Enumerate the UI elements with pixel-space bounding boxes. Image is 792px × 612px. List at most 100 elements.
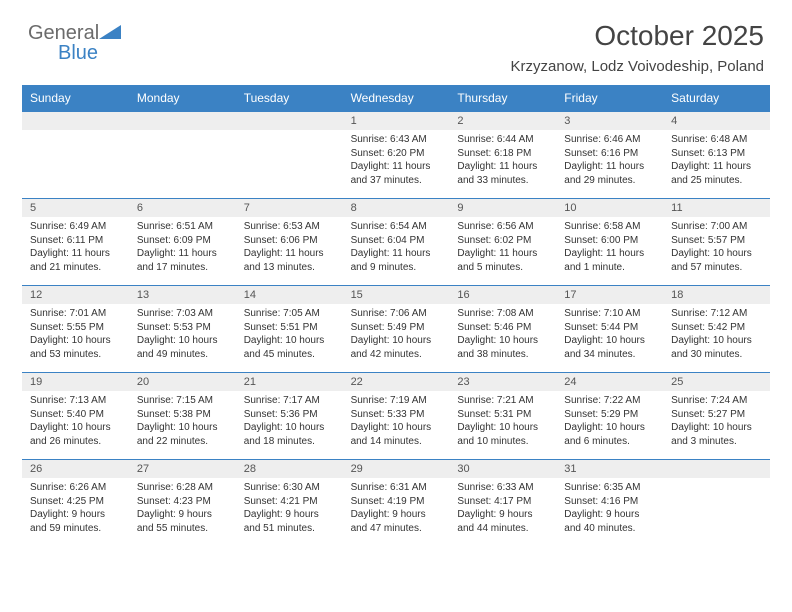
calendar-detail-cell: Sunrise: 7:05 AMSunset: 5:51 PMDaylight:… — [236, 304, 343, 369]
calendar-daynum-cell: 16 — [449, 286, 556, 304]
calendar-daynum-cell: 20 — [129, 373, 236, 391]
calendar-detail-row: Sunrise: 6:49 AMSunset: 6:11 PMDaylight:… — [22, 217, 770, 282]
calendar-daynum-cell: 6 — [129, 199, 236, 217]
calendar-detail-cell: Sunrise: 7:22 AMSunset: 5:29 PMDaylight:… — [556, 391, 663, 456]
calendar: SundayMondayTuesdayWednesdayThursdayFrid… — [22, 85, 770, 546]
calendar-detail-cell: Sunrise: 7:12 AMSunset: 5:42 PMDaylight:… — [663, 304, 770, 369]
calendar-detail-cell — [236, 130, 343, 195]
calendar-detail-cell: Sunrise: 6:51 AMSunset: 6:09 PMDaylight:… — [129, 217, 236, 282]
calendar-daynum-cell: 30 — [449, 460, 556, 478]
calendar-detail-cell: Sunrise: 7:03 AMSunset: 5:53 PMDaylight:… — [129, 304, 236, 369]
calendar-detail-cell: Sunrise: 7:24 AMSunset: 5:27 PMDaylight:… — [663, 391, 770, 456]
calendar-daynum-cell: 4 — [663, 112, 770, 130]
calendar-daynum-cell: 13 — [129, 286, 236, 304]
calendar-detail-cell — [22, 130, 129, 195]
calendar-daynum-cell: 3 — [556, 112, 663, 130]
calendar-detail-cell: Sunrise: 6:31 AMSunset: 4:19 PMDaylight:… — [343, 478, 450, 543]
calendar-daynum-cell: 21 — [236, 373, 343, 391]
calendar-header-cell: Tuesday — [236, 85, 343, 111]
calendar-daynum-cell: 15 — [343, 286, 450, 304]
calendar-header-cell: Saturday — [663, 85, 770, 111]
calendar-daynum-cell: 18 — [663, 286, 770, 304]
calendar-daynum-row: 1234 — [22, 111, 770, 130]
calendar-daynum-cell: 11 — [663, 199, 770, 217]
calendar-detail-cell: Sunrise: 6:54 AMSunset: 6:04 PMDaylight:… — [343, 217, 450, 282]
calendar-detail-cell: Sunrise: 7:00 AMSunset: 5:57 PMDaylight:… — [663, 217, 770, 282]
calendar-detail-cell: Sunrise: 6:53 AMSunset: 6:06 PMDaylight:… — [236, 217, 343, 282]
calendar-detail-cell: Sunrise: 6:56 AMSunset: 6:02 PMDaylight:… — [449, 217, 556, 282]
calendar-detail-cell: Sunrise: 7:19 AMSunset: 5:33 PMDaylight:… — [343, 391, 450, 456]
calendar-daynum-cell: 23 — [449, 373, 556, 391]
calendar-detail-row: Sunrise: 7:13 AMSunset: 5:40 PMDaylight:… — [22, 391, 770, 456]
calendar-detail-cell: Sunrise: 7:21 AMSunset: 5:31 PMDaylight:… — [449, 391, 556, 456]
calendar-header-cell: Friday — [556, 85, 663, 111]
calendar-header-cell: Thursday — [449, 85, 556, 111]
calendar-header-row: SundayMondayTuesdayWednesdayThursdayFrid… — [22, 85, 770, 111]
calendar-daynum-cell: 12 — [22, 286, 129, 304]
calendar-daynum-row: 262728293031 — [22, 459, 770, 478]
calendar-detail-cell: Sunrise: 6:48 AMSunset: 6:13 PMDaylight:… — [663, 130, 770, 195]
calendar-daynum-cell: 24 — [556, 373, 663, 391]
calendar-body: 1234Sunrise: 6:43 AMSunset: 6:20 PMDayli… — [22, 111, 770, 543]
logo-text-blue: Blue — [58, 42, 98, 64]
calendar-daynum-cell: 17 — [556, 286, 663, 304]
calendar-daynum-row: 19202122232425 — [22, 372, 770, 391]
calendar-daynum-cell — [236, 112, 343, 130]
calendar-detail-cell: Sunrise: 6:44 AMSunset: 6:18 PMDaylight:… — [449, 130, 556, 195]
page-title: October 2025 — [594, 20, 764, 52]
calendar-detail-row: Sunrise: 6:43 AMSunset: 6:20 PMDaylight:… — [22, 130, 770, 195]
calendar-daynum-cell: 28 — [236, 460, 343, 478]
calendar-detail-cell — [129, 130, 236, 195]
calendar-daynum-cell: 5 — [22, 199, 129, 217]
calendar-detail-cell: Sunrise: 7:06 AMSunset: 5:49 PMDaylight:… — [343, 304, 450, 369]
calendar-daynum-cell: 22 — [343, 373, 450, 391]
calendar-daynum-row: 567891011 — [22, 198, 770, 217]
calendar-header-cell: Wednesday — [343, 85, 450, 111]
calendar-detail-row: Sunrise: 6:26 AMSunset: 4:25 PMDaylight:… — [22, 478, 770, 543]
calendar-daynum-cell: 25 — [663, 373, 770, 391]
calendar-week: 19202122232425Sunrise: 7:13 AMSunset: 5:… — [22, 372, 770, 456]
calendar-detail-cell: Sunrise: 7:17 AMSunset: 5:36 PMDaylight:… — [236, 391, 343, 456]
calendar-week: 1234Sunrise: 6:43 AMSunset: 6:20 PMDayli… — [22, 111, 770, 195]
calendar-week: 567891011Sunrise: 6:49 AMSunset: 6:11 PM… — [22, 198, 770, 282]
calendar-detail-cell: Sunrise: 6:28 AMSunset: 4:23 PMDaylight:… — [129, 478, 236, 543]
calendar-detail-cell: Sunrise: 6:49 AMSunset: 6:11 PMDaylight:… — [22, 217, 129, 282]
calendar-detail-cell: Sunrise: 6:35 AMSunset: 4:16 PMDaylight:… — [556, 478, 663, 543]
calendar-week: 12131415161718Sunrise: 7:01 AMSunset: 5:… — [22, 285, 770, 369]
calendar-daynum-cell — [22, 112, 129, 130]
calendar-detail-cell: Sunrise: 6:58 AMSunset: 6:00 PMDaylight:… — [556, 217, 663, 282]
calendar-detail-cell: Sunrise: 7:10 AMSunset: 5:44 PMDaylight:… — [556, 304, 663, 369]
page-subtitle: Krzyzanow, Lodz Voivodeship, Poland — [511, 58, 765, 75]
calendar-daynum-cell: 19 — [22, 373, 129, 391]
calendar-daynum-cell: 7 — [236, 199, 343, 217]
calendar-detail-cell: Sunrise: 6:26 AMSunset: 4:25 PMDaylight:… — [22, 478, 129, 543]
calendar-detail-cell: Sunrise: 6:43 AMSunset: 6:20 PMDaylight:… — [343, 130, 450, 195]
calendar-header-cell: Sunday — [22, 85, 129, 111]
calendar-header-cell: Monday — [129, 85, 236, 111]
calendar-daynum-cell: 31 — [556, 460, 663, 478]
calendar-detail-cell: Sunrise: 6:33 AMSunset: 4:17 PMDaylight:… — [449, 478, 556, 543]
logo-triangle-icon — [99, 22, 121, 45]
calendar-daynum-cell: 2 — [449, 112, 556, 130]
calendar-daynum-cell: 27 — [129, 460, 236, 478]
calendar-detail-cell: Sunrise: 6:30 AMSunset: 4:21 PMDaylight:… — [236, 478, 343, 543]
calendar-daynum-cell: 8 — [343, 199, 450, 217]
calendar-daynum-cell: 10 — [556, 199, 663, 217]
calendar-daynum-cell — [663, 460, 770, 478]
calendar-daynum-cell — [129, 112, 236, 130]
calendar-detail-cell: Sunrise: 7:08 AMSunset: 5:46 PMDaylight:… — [449, 304, 556, 369]
calendar-detail-cell: Sunrise: 6:46 AMSunset: 6:16 PMDaylight:… — [556, 130, 663, 195]
calendar-detail-cell: Sunrise: 7:01 AMSunset: 5:55 PMDaylight:… — [22, 304, 129, 369]
calendar-daynum-cell: 14 — [236, 286, 343, 304]
calendar-daynum-cell: 26 — [22, 460, 129, 478]
logo-text-blue-wrap: Blue — [58, 42, 98, 65]
calendar-detail-cell — [663, 478, 770, 543]
calendar-detail-row: Sunrise: 7:01 AMSunset: 5:55 PMDaylight:… — [22, 304, 770, 369]
calendar-week: 262728293031Sunrise: 6:26 AMSunset: 4:25… — [22, 459, 770, 543]
calendar-detail-cell: Sunrise: 7:15 AMSunset: 5:38 PMDaylight:… — [129, 391, 236, 456]
calendar-daynum-cell: 9 — [449, 199, 556, 217]
calendar-daynum-cell: 1 — [343, 112, 450, 130]
calendar-detail-cell: Sunrise: 7:13 AMSunset: 5:40 PMDaylight:… — [22, 391, 129, 456]
calendar-daynum-cell: 29 — [343, 460, 450, 478]
calendar-daynum-row: 12131415161718 — [22, 285, 770, 304]
